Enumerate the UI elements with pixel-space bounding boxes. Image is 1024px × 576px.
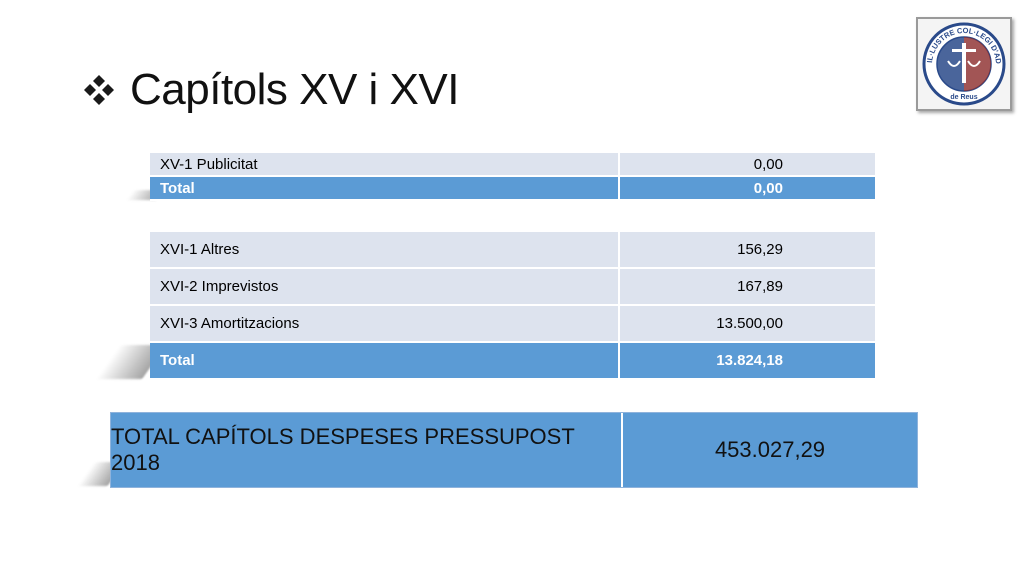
grand-total-box: TOTAL CAPÍTOLS DESPESES PRESSUPOST 2018 … <box>110 412 918 488</box>
grand-total-label: TOTAL CAPÍTOLS DESPESES PRESSUPOST 2018 <box>111 413 623 487</box>
row-label: XVI-1 Altres <box>150 232 620 269</box>
row-value: 13.500,00 <box>620 306 875 343</box>
row-label: XV-1 Publicitat <box>150 153 620 177</box>
row-value: 156,29 <box>620 232 875 269</box>
total-label: Total <box>150 343 620 380</box>
table-row: XV-1 Publicitat 0,00 <box>150 153 875 177</box>
table-row: XVI-1 Altres 156,29 <box>150 232 875 269</box>
table-total-row: Total 0,00 <box>150 177 875 201</box>
row-value: 167,89 <box>620 269 875 306</box>
table-row: XVI-3 Amortitzacions 13.500,00 <box>150 306 875 343</box>
slide-title: Capítols XV i XVI <box>82 60 459 120</box>
total-value: 13.824,18 <box>620 343 875 380</box>
table-row: XVI-2 Imprevistos 167,89 <box>150 269 875 306</box>
total-label: Total <box>150 177 620 201</box>
college-logo: IL·LUSTRE COL·LEGI D'ADVOCATS de Reus <box>915 12 1012 111</box>
table-chapter-xv: XV-1 Publicitat 0,00 Total 0,00 <box>150 153 875 201</box>
total-value: 0,00 <box>620 177 875 201</box>
table-total-row: Total 13.824,18 <box>150 343 875 380</box>
logo-text-bottom: de Reus <box>950 94 977 101</box>
grand-total-value: 453.027,29 <box>714 437 826 462</box>
slide-title-text: Capítols XV i XVI <box>130 65 459 114</box>
row-value: 0,00 <box>620 153 875 177</box>
college-seal-icon: IL·LUSTRE COL·LEGI D'ADVOCATS de Reus <box>915 12 1006 106</box>
diamond-bullet-icon <box>84 75 114 105</box>
row-label: XVI-2 Imprevistos <box>150 269 620 306</box>
row-label: XVI-3 Amortitzacions <box>150 306 620 343</box>
table-chapter-xvi: XVI-1 Altres 156,29 XVI-2 Imprevistos 16… <box>150 232 875 380</box>
